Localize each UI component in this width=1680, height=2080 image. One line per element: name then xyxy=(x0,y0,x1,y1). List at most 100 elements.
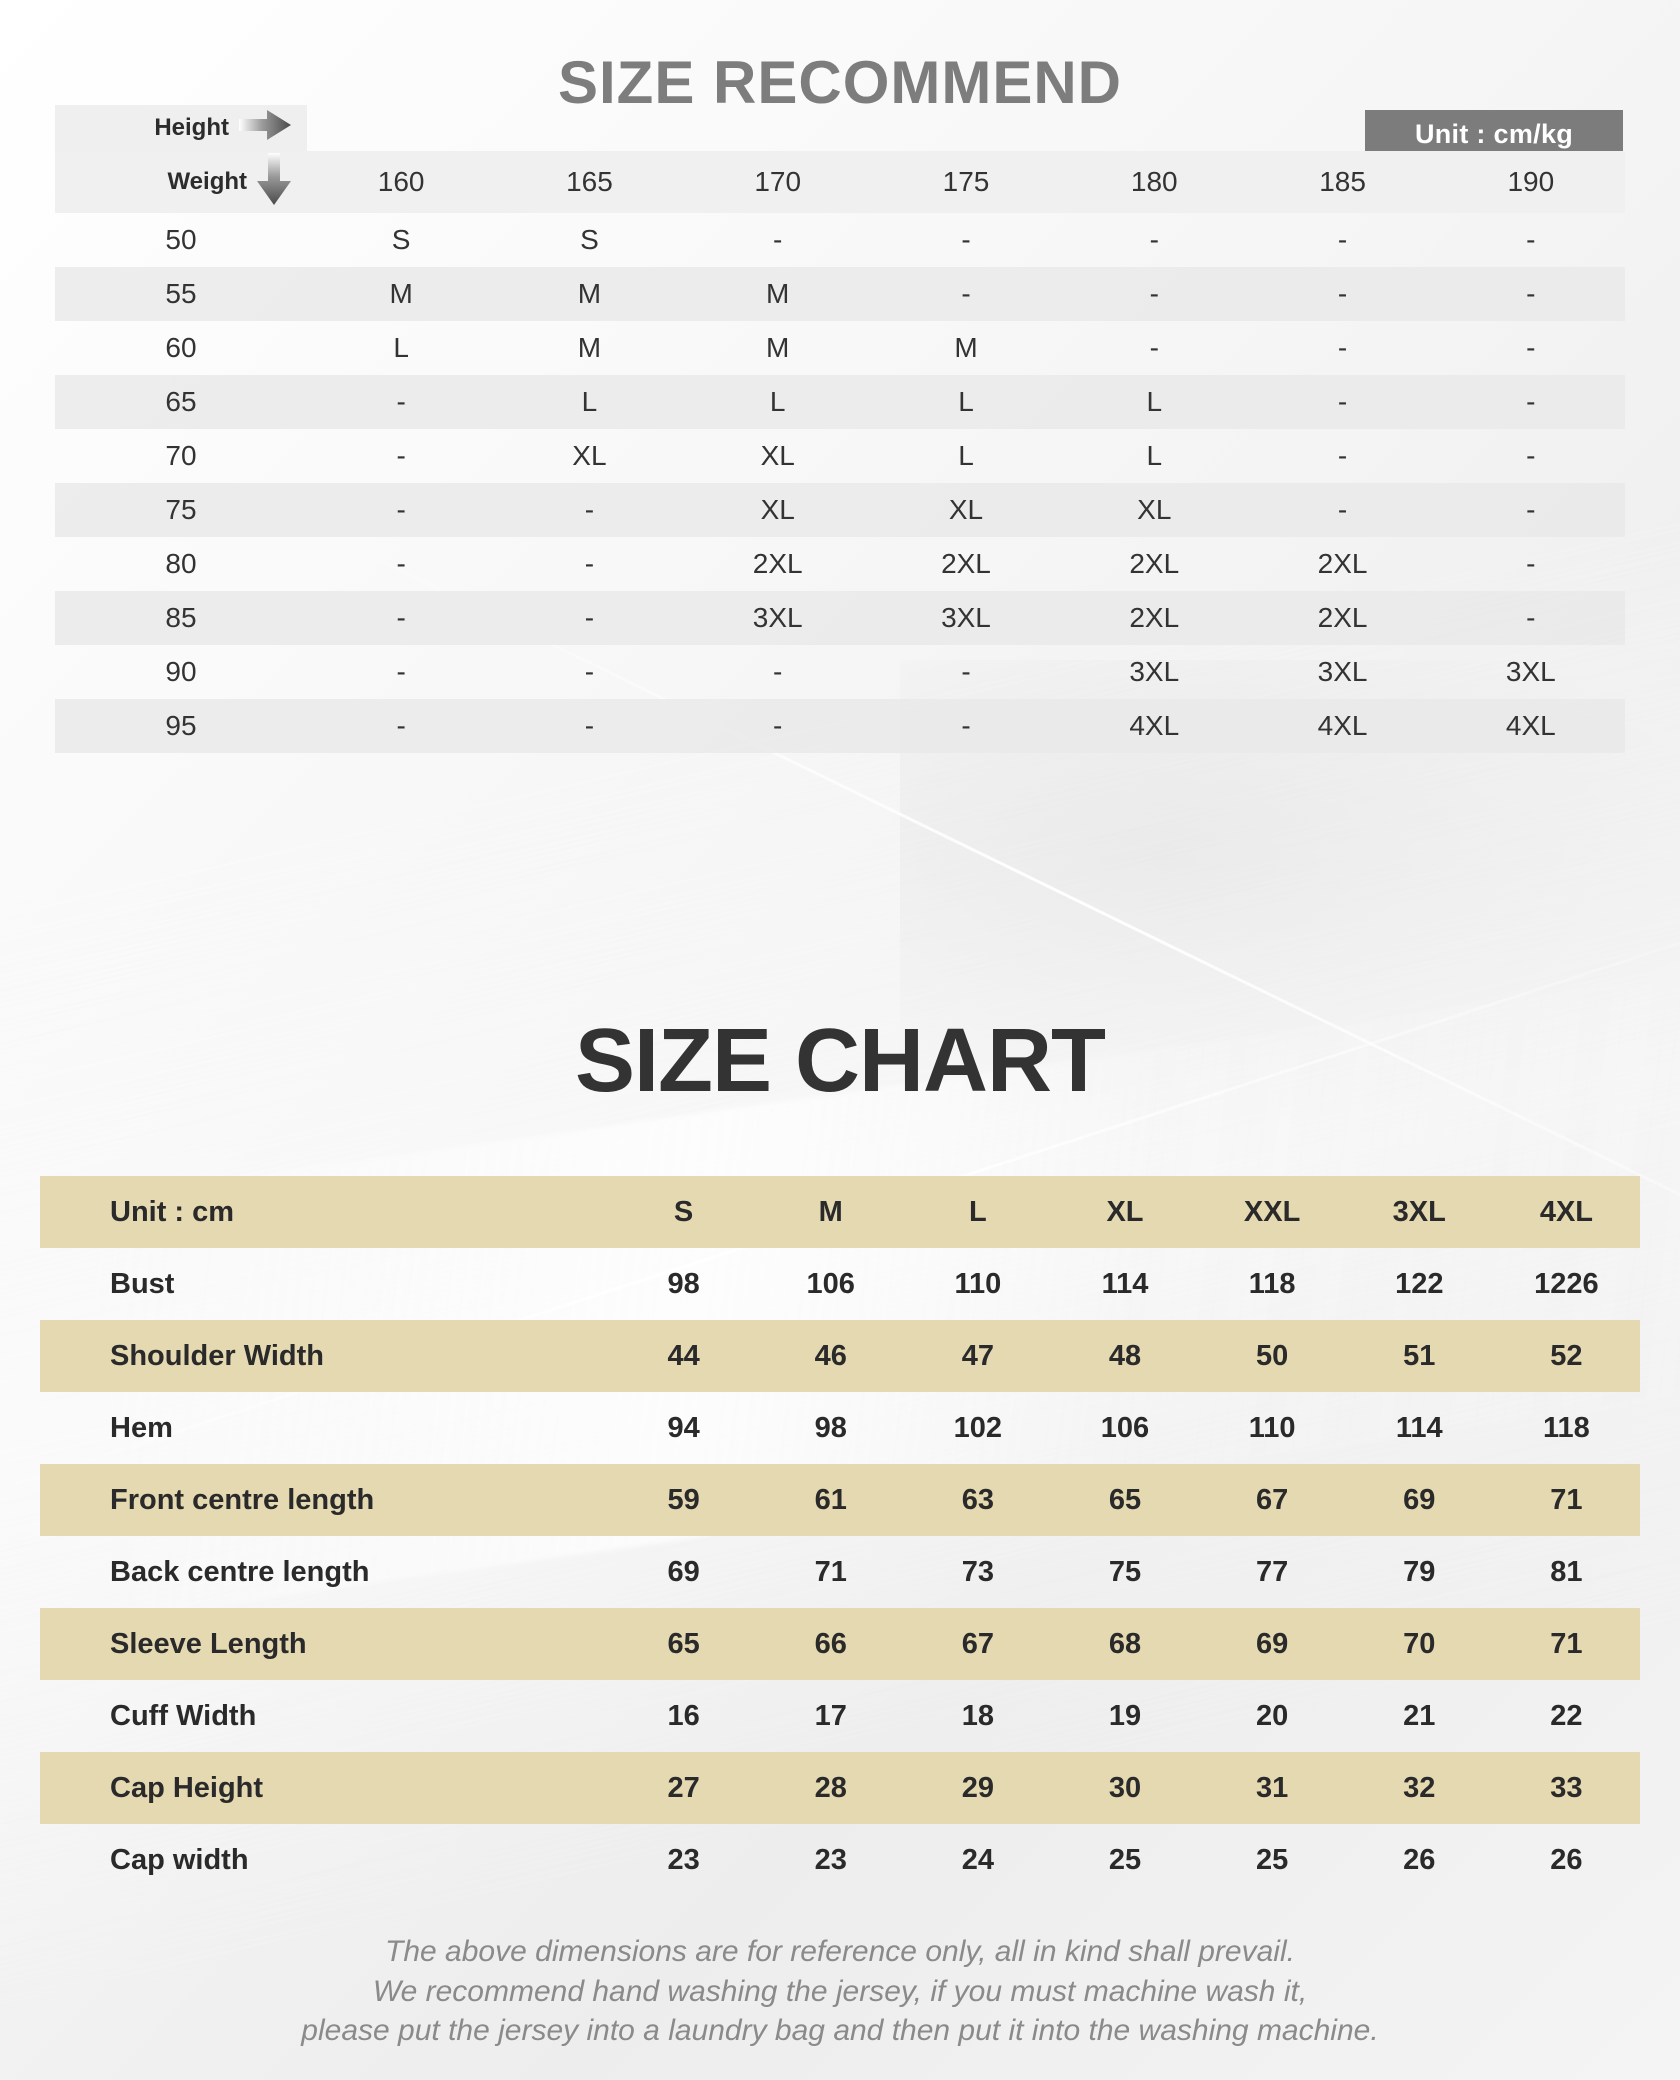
measurement-value: 118 xyxy=(1248,1267,1296,1300)
measurement-value: 46 xyxy=(814,1339,847,1372)
weight-value: 75 xyxy=(165,494,197,525)
size-chart-table: Unit : cm S M L XL XXL 3XL 4XL Bust 98 106 110 114 11… xyxy=(40,1176,1640,1896)
recommended-size-cell: - xyxy=(1526,440,1536,471)
measurement-value: 16 xyxy=(667,1699,700,1732)
table-row: Sleeve Length 65 66 67 68 69 70 71 xyxy=(40,1608,1640,1680)
weight-value: 90 xyxy=(165,656,197,687)
recommended-size-cell: - xyxy=(396,440,406,471)
care-note-line-3: please put the jersey into a laundry bag… xyxy=(301,2014,1379,2048)
measurement-value: 18 xyxy=(961,1699,994,1732)
height-column-header: 165 xyxy=(566,166,613,197)
measurement-value: 59 xyxy=(667,1483,700,1516)
care-note-line-1: The above dimensions are for reference o… xyxy=(385,1935,1295,1968)
table-row: Shoulder Width 44 46 47 48 50 51 52 xyxy=(40,1320,1640,1392)
weight-value: 70 xyxy=(165,440,197,471)
recommended-size-cell: - xyxy=(1337,278,1348,309)
table-row: 85 - - 3XL 3XL 2XL 2XL - xyxy=(55,591,1625,645)
measurement-value: 71 xyxy=(814,1555,847,1588)
measurement-value: 17 xyxy=(814,1699,847,1732)
recommended-size-cell: - xyxy=(1337,386,1348,417)
measurement-value: 31 xyxy=(1256,1771,1289,1804)
measurement-value: 50 xyxy=(1256,1339,1289,1372)
measurement-value: 71 xyxy=(1550,1483,1583,1516)
table-row: 55 M M M - - - - xyxy=(55,267,1625,321)
recommended-size-cell: S xyxy=(391,224,411,255)
recommended-size-cell: - xyxy=(1526,224,1536,255)
recommended-size-cell: - xyxy=(396,656,406,687)
recommended-size-cell: - xyxy=(396,602,406,633)
recommended-size-cell: M xyxy=(954,332,978,363)
measurement-value: 33 xyxy=(1550,1771,1583,1804)
measurement-value: 23 xyxy=(814,1843,847,1876)
recommended-size-cell: M xyxy=(577,278,602,309)
recommended-size-cell: M xyxy=(577,332,602,363)
size-column-header: 3XL xyxy=(1392,1195,1446,1228)
recommended-size-cell: L xyxy=(393,332,409,363)
measurement-label: Cuff Width xyxy=(110,1699,257,1732)
recommended-size-cell: M xyxy=(389,278,413,309)
measurement-value: 69 xyxy=(1256,1627,1289,1660)
size-column-header: M xyxy=(818,1195,843,1228)
table-row: 75 - - XL XL XL - - xyxy=(55,483,1625,537)
recommended-size-cell: - xyxy=(773,656,783,687)
measurement-value: 26 xyxy=(1550,1843,1583,1876)
recommended-size-cell: 2XL xyxy=(1317,548,1368,579)
measurement-value: 122 xyxy=(1395,1267,1444,1300)
weight-value: 80 xyxy=(165,548,197,579)
table-row: 70 - XL XL L L - - xyxy=(55,429,1625,483)
measurement-value: 30 xyxy=(1108,1771,1142,1804)
table-row: 80 - - 2XL 2XL 2XL 2XL - xyxy=(55,537,1625,591)
measurement-value: 68 xyxy=(1108,1627,1142,1660)
recommended-size-cell: XL xyxy=(760,440,795,471)
table-row: Cuff Width 16 17 18 19 20 21 22 xyxy=(40,1680,1640,1752)
recommended-size-cell: - xyxy=(1526,494,1536,525)
weight-value: 50 xyxy=(165,224,197,255)
measurement-value: 51 xyxy=(1403,1339,1436,1372)
height-column-header: 160 xyxy=(377,166,425,197)
recommended-size-cell: 3XL xyxy=(941,602,991,633)
measurement-label: Bust xyxy=(110,1267,175,1300)
table-row: 50 S S - - - - - xyxy=(55,213,1625,267)
recommended-size-cell: - xyxy=(584,494,595,525)
recommended-size-cell: - xyxy=(1526,602,1536,633)
recommended-size-cell: M xyxy=(766,278,790,309)
measurement-value: 110 xyxy=(954,1267,1002,1300)
measurement-value: 118 xyxy=(1543,1411,1590,1444)
size-chart-title: SIZE CHART xyxy=(575,1011,1106,1111)
recommended-size-cell: - xyxy=(1526,278,1536,309)
recommended-size-cell: - xyxy=(1337,494,1348,525)
recommended-size-cell: - xyxy=(1526,332,1536,363)
measurement-value: 75 xyxy=(1108,1555,1142,1588)
measurement-value: 98 xyxy=(667,1267,700,1300)
measurement-value: 65 xyxy=(1108,1483,1142,1516)
weight-value: 60 xyxy=(165,332,197,363)
recommended-size-cell: 4XL xyxy=(1129,710,1180,741)
measurement-value: 106 xyxy=(806,1267,855,1300)
measurement-value: 106 xyxy=(1100,1411,1150,1444)
recommended-size-cell: L xyxy=(958,440,974,471)
weight-label: Weight xyxy=(167,168,247,195)
arrow-down-icon xyxy=(257,152,291,212)
recommended-size-cell: - xyxy=(396,710,406,741)
unit-badge-cmkg: Unit : cm/kg xyxy=(1365,110,1623,158)
measurement-value: 22 xyxy=(1550,1699,1583,1732)
weight-value: 85 xyxy=(165,602,197,633)
measurement-value: 70 xyxy=(1403,1627,1436,1660)
measurement-value: 26 xyxy=(1403,1843,1436,1876)
measurement-value: 25 xyxy=(1256,1843,1289,1876)
table-row: Hem 94 98 102 106 110 114 118 xyxy=(40,1392,1640,1464)
care-note: The above dimensions are for reference o… xyxy=(0,1932,1680,2051)
measurement-value: 48 xyxy=(1108,1339,1142,1372)
measurement-value: 24 xyxy=(961,1843,994,1876)
measurement-value: 73 xyxy=(961,1555,994,1588)
measurement-label: Cap width xyxy=(110,1843,249,1876)
recommended-size-cell: - xyxy=(773,224,783,255)
recommended-size-cell: XL xyxy=(1137,494,1172,525)
measurement-value: 44 xyxy=(667,1339,700,1372)
weight-axis-header: Weight xyxy=(55,151,307,213)
measurement-value: 1226 xyxy=(1534,1267,1599,1300)
size-chart-header-row: Unit : cm S M L XL XXL 3XL 4XL xyxy=(40,1176,1640,1248)
measurement-value: 67 xyxy=(1256,1483,1289,1516)
recommended-size-cell: S xyxy=(580,224,599,255)
recommended-size-cell: L xyxy=(581,386,598,417)
